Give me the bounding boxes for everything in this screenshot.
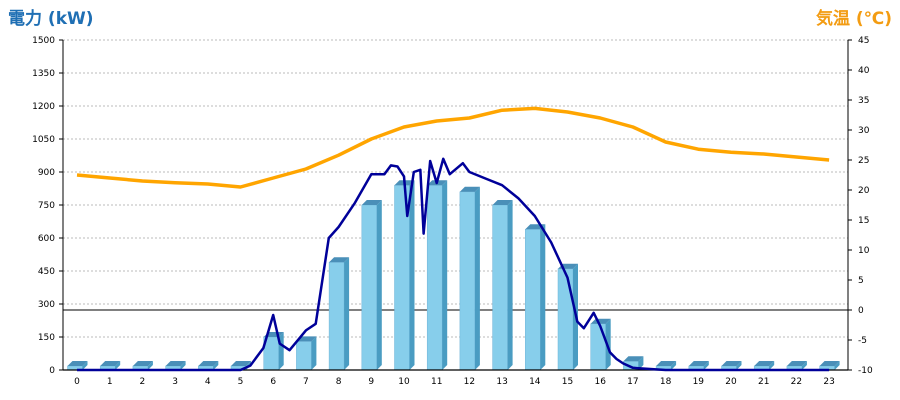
x-tick-label: 16 xyxy=(594,377,606,387)
power-bar-top xyxy=(165,361,186,366)
power-bar-side xyxy=(507,200,513,370)
power-bar-top xyxy=(492,200,513,205)
x-tick-label: 0 xyxy=(74,377,80,387)
x-tick-label: 8 xyxy=(336,377,342,387)
power-bar-top xyxy=(754,361,775,366)
y-left-tick-label: 450 xyxy=(38,267,55,277)
x-tick-label: 13 xyxy=(496,377,507,387)
power-bar-top xyxy=(819,361,840,366)
power-bar-top xyxy=(132,361,153,366)
power-bar-top xyxy=(459,186,480,192)
power-bar-top xyxy=(786,361,807,366)
x-tick-label: 7 xyxy=(303,377,309,387)
power-bar-top xyxy=(100,361,121,366)
x-tick-label: 20 xyxy=(725,377,737,387)
x-tick-label: 22 xyxy=(791,377,802,387)
power-bar-side xyxy=(147,361,153,370)
y-right-tick-label: 10 xyxy=(858,246,870,256)
y-right-tick-label: 45 xyxy=(858,36,869,46)
power-line xyxy=(77,157,830,372)
power-bar-side xyxy=(311,336,317,370)
x-tick-label: 6 xyxy=(270,377,276,387)
power-bar xyxy=(296,341,312,371)
power-bar xyxy=(426,184,443,371)
x-tick-label: 18 xyxy=(660,377,672,387)
power-bar-top xyxy=(590,318,611,324)
power-bar xyxy=(492,204,508,371)
x-tick-label: 3 xyxy=(172,377,178,387)
power-bar-side xyxy=(638,356,644,370)
y-right-tick-label: 25 xyxy=(858,156,869,166)
x-tick-label: 12 xyxy=(464,377,475,387)
x-tick-label: 14 xyxy=(529,377,541,387)
y-left-tick-label: 1050 xyxy=(32,135,55,145)
power-bar-side xyxy=(115,361,121,370)
y-right-tick-label: 5 xyxy=(858,276,864,286)
y-left-tick-label: 1350 xyxy=(32,69,55,79)
y-right-tick-label: 35 xyxy=(858,96,869,106)
power-bar-side xyxy=(736,361,742,370)
x-tick-label: 4 xyxy=(205,377,211,387)
y-right-tick-label: -5 xyxy=(858,336,867,346)
x-tick-label: 1 xyxy=(107,377,113,387)
power-bar-top xyxy=(656,361,677,366)
power-bar-side xyxy=(376,200,382,370)
x-tick-label: 11 xyxy=(431,377,442,387)
power-bar-side xyxy=(442,180,448,370)
power-bar-side xyxy=(474,186,480,370)
y-left-tick-label: 0 xyxy=(49,366,55,376)
y-right-tick-label: 30 xyxy=(858,126,870,136)
power-bar xyxy=(328,261,345,371)
left-axis-title: 電力 (kW) xyxy=(8,9,94,29)
power-bar-side xyxy=(769,361,775,370)
power-bar xyxy=(459,191,476,371)
y-left-tick-label: 750 xyxy=(38,201,55,211)
power-bar-top xyxy=(67,361,88,366)
y-left-tick-label: 1500 xyxy=(32,36,55,46)
power-bar-top xyxy=(361,200,382,205)
power-bar xyxy=(557,268,574,371)
y-left-tick-label: 600 xyxy=(38,234,55,244)
x-tick-label: 19 xyxy=(693,377,705,387)
power-bar-side xyxy=(703,361,709,370)
y-right-tick-label: 0 xyxy=(858,306,864,316)
power-bar xyxy=(525,228,541,371)
power-bar-top xyxy=(623,356,644,362)
y-right-tick-label: 20 xyxy=(858,186,870,196)
power-bar xyxy=(590,323,606,371)
power-bar-side xyxy=(409,180,415,370)
x-tick-label: 21 xyxy=(758,377,769,387)
x-tick-label: 9 xyxy=(368,377,374,387)
y-left-tick-label: 1200 xyxy=(32,102,55,112)
y-right-tick-label: -10 xyxy=(858,366,873,376)
x-tick-label: 5 xyxy=(238,377,244,387)
y-left-tick-label: 150 xyxy=(38,333,55,343)
power-bar-side xyxy=(801,361,807,370)
y-right-tick-label: 40 xyxy=(858,66,870,76)
temperature-line xyxy=(76,106,830,189)
x-tick-label: 17 xyxy=(627,377,638,387)
power-bar-top xyxy=(688,361,709,366)
x-tick-label: 23 xyxy=(823,377,834,387)
y-left-tick-label: 900 xyxy=(38,168,55,178)
power-bar-side xyxy=(180,361,186,370)
power-bar-top xyxy=(329,257,350,263)
power-bar xyxy=(361,204,378,371)
power-bar-side xyxy=(671,361,677,370)
y-right-tick-label: 15 xyxy=(858,216,869,226)
right-axis-title: 気温 (℃) xyxy=(815,9,892,29)
x-tick-label: 10 xyxy=(398,377,410,387)
x-tick-label: 15 xyxy=(562,377,573,387)
power-bar-top xyxy=(231,361,251,366)
y-left-tick-label: 300 xyxy=(38,300,55,310)
power-bar-side xyxy=(82,361,88,370)
power-bar-side xyxy=(540,224,546,370)
power-bar-side xyxy=(213,361,219,370)
power-bar-side xyxy=(834,361,840,370)
power-bar-top xyxy=(198,361,219,366)
x-tick-label: 2 xyxy=(140,377,146,387)
power-bar-side xyxy=(344,257,350,370)
power-bar-top xyxy=(721,361,742,366)
